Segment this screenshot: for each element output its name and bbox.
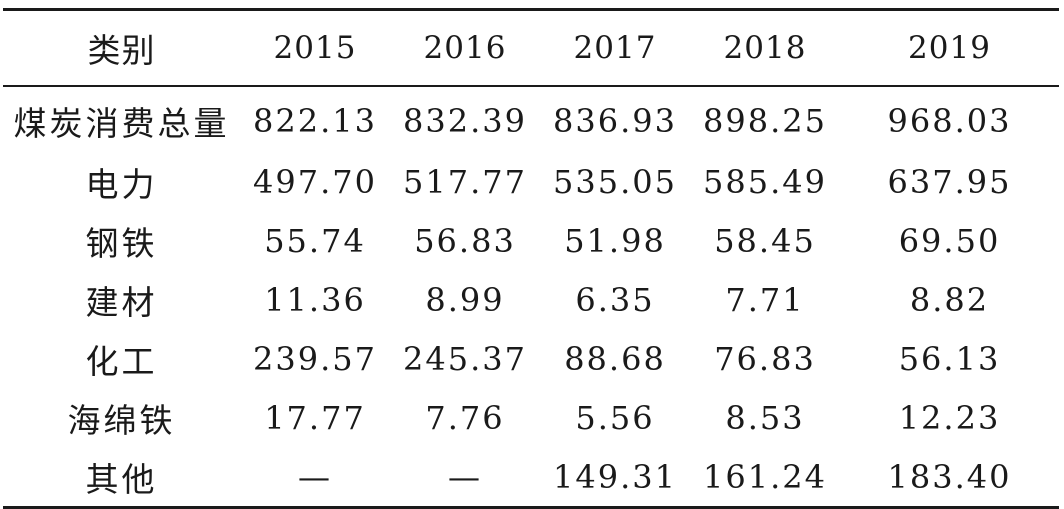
table-row: 海绵铁 17.77 7.76 5.56 8.53 12.23: [3, 388, 1059, 447]
header-row: 类别 2015 2016 2017 2018 2019: [3, 9, 1059, 86]
row-label: 建材: [85, 282, 158, 322]
header-year-2016: 2016: [423, 30, 507, 66]
table-cell: —: [448, 457, 482, 496]
table-cell: 5.56: [575, 398, 655, 437]
table-cell: 76.83: [714, 339, 816, 378]
table-cell: 836.93: [553, 102, 677, 140]
table-cell: 161.24: [703, 457, 827, 496]
table-cell: 58.45: [714, 221, 816, 260]
table-cell: 183.40: [887, 457, 1012, 496]
row-label: 海绵铁: [67, 400, 176, 440]
table-cell: 149.31: [553, 457, 677, 496]
table-cell: 245.37: [403, 339, 527, 378]
table-cell: —: [298, 457, 332, 496]
table-cell: 832.39: [403, 102, 527, 140]
table-cell: 968.03: [887, 102, 1012, 140]
coal-consumption-table: 类别 2015 2016 2017 2018 2019 煤炭消费总量 822.1…: [3, 8, 1059, 509]
table-row: 化工 239.57 245.37 88.68 76.83 56.13: [3, 329, 1059, 388]
table-cell: 7.76: [425, 398, 505, 437]
table-cell: 88.68: [564, 339, 666, 378]
table-row: 钢铁 55.74 56.83 51.98 58.45 69.50: [3, 211, 1059, 270]
row-label: 化工: [85, 341, 158, 381]
table-cell: 69.50: [898, 221, 1001, 260]
header-category: 类别: [87, 31, 156, 70]
table-cell: 6.35: [575, 280, 655, 319]
data-table-container: 类别 2015 2016 2017 2018 2019 煤炭消费总量 822.1…: [3, 8, 1059, 509]
table-cell: 11.36: [264, 280, 366, 319]
table-cell: 56.13: [898, 339, 1001, 378]
table-row: 电力 497.70 517.77 535.05 585.49 637.95: [3, 152, 1059, 211]
table-header: 类别 2015 2016 2017 2018 2019: [3, 9, 1059, 86]
table-cell: 8.53: [725, 398, 805, 437]
table-cell: 51.98: [564, 221, 666, 260]
table-row: 其他 — — 149.31 161.24 183.40: [3, 447, 1059, 508]
header-year-2017: 2017: [573, 30, 657, 66]
table-cell: 8.82: [909, 280, 990, 319]
table-body: 煤炭消费总量 822.13 832.39 836.93 898.25 968.0…: [3, 86, 1059, 508]
table-cell: 17.77: [264, 398, 366, 437]
table-cell: 7.71: [725, 280, 805, 319]
table-cell: 535.05: [553, 162, 677, 201]
table-cell: 517.77: [403, 162, 527, 201]
table-cell: 898.25: [703, 102, 827, 140]
table-cell: 56.83: [414, 221, 516, 260]
table-cell: 637.95: [887, 162, 1012, 201]
row-label: 钢铁: [85, 223, 158, 263]
table-cell: 12.23: [898, 398, 1001, 437]
table-row: 建材 11.36 8.99 6.35 7.71 8.82: [3, 270, 1059, 329]
table-cell: 239.57: [253, 339, 377, 378]
header-year-2018: 2018: [723, 30, 807, 66]
header-year-2019: 2019: [908, 30, 991, 66]
row-label: 电力: [85, 164, 158, 204]
table-cell: 822.13: [253, 102, 377, 140]
table-cell: 585.49: [703, 162, 827, 201]
row-label: 其他: [85, 459, 158, 499]
table-cell: 8.99: [425, 280, 505, 319]
table-cell: 497.70: [253, 162, 377, 201]
table-row: 煤炭消费总量 822.13 832.39 836.93 898.25 968.0…: [3, 86, 1059, 152]
header-year-2015: 2015: [273, 30, 357, 66]
table-cell: 55.74: [264, 221, 366, 260]
row-label: 煤炭消费总量: [13, 104, 230, 143]
